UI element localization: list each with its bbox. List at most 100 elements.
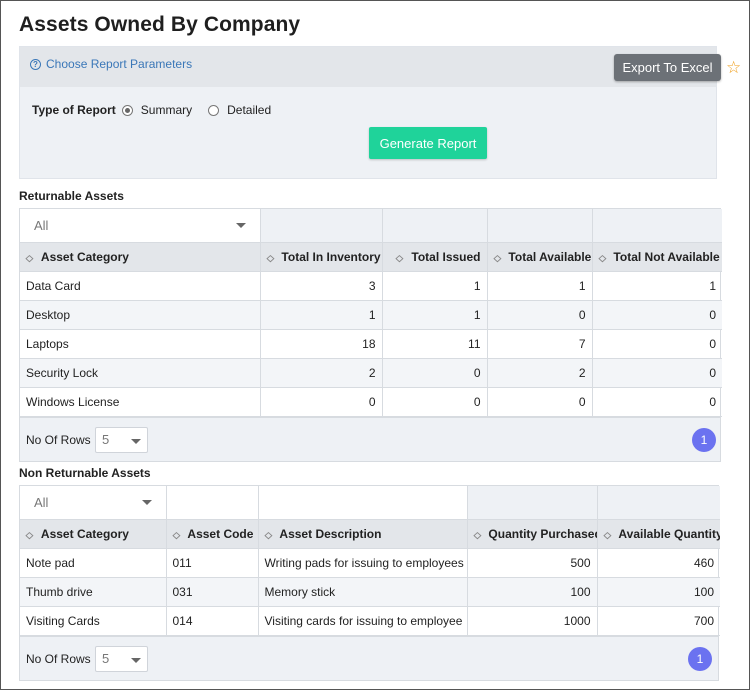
- report-type-label: Type of Report: [32, 103, 116, 117]
- column-header-asset-code[interactable]: ◇ Asset Code: [166, 519, 259, 549]
- cell-total-not-available: 1: [592, 271, 722, 301]
- returnable-assets-grid: All ◇ Asset Category ◇ Total In Inventory …: [19, 208, 722, 462]
- column-header-label: Quantity Purchased: [488, 526, 597, 541]
- cell-asset-category: Visiting Cards: [20, 606, 167, 636]
- column-header-label: Asset Category: [40, 249, 129, 264]
- empty-filter-cell: [467, 486, 598, 520]
- asset-code-filter-input[interactable]: [166, 486, 259, 520]
- cell-total-in-inventory: 0: [260, 387, 383, 417]
- column-header-label: Asset Category: [40, 526, 129, 541]
- cell-total-not-available: 0: [592, 329, 722, 359]
- cell-total-issued: 11: [382, 329, 488, 359]
- sort-icon: ◇: [25, 252, 34, 263]
- table-row[interactable]: Laptops 18 11 7 0: [20, 329, 722, 359]
- category-filter-value: All: [34, 494, 49, 510]
- page-button-1[interactable]: 1: [692, 427, 716, 452]
- cell-total-not-available: 0: [592, 358, 722, 388]
- cell-available-quantity: 460: [597, 548, 720, 578]
- cell-total-in-inventory: 18: [260, 329, 383, 359]
- table-row[interactable]: Data Card 3 1 1 1: [20, 271, 722, 301]
- column-header-asset-description[interactable]: ◇ Asset Description: [258, 519, 468, 549]
- cell-asset-category: Thumb drive: [20, 577, 167, 607]
- report-parameters-panel: ? Choose Report Parameters Export To Exc…: [19, 46, 721, 179]
- filter-row: All: [20, 209, 722, 243]
- returnable-assets-title: Returnable Assets: [19, 189, 124, 203]
- cell-asset-description: Visiting cards for issuing to employee: [258, 606, 468, 636]
- empty-filter-cell: [260, 209, 383, 243]
- asset-description-filter-input[interactable]: [258, 486, 468, 520]
- column-header-asset-category[interactable]: ◇ Asset Category: [20, 519, 167, 549]
- summary-radio-label[interactable]: Summary: [140, 103, 193, 117]
- rows-per-page-value: 5: [102, 651, 110, 666]
- cell-total-in-inventory: 2: [260, 358, 383, 388]
- cell-total-available: 0: [487, 387, 593, 417]
- column-header-label: Asset Code: [187, 526, 254, 541]
- filter-row: All: [20, 486, 720, 520]
- rows-per-page-select[interactable]: 5: [95, 645, 148, 672]
- category-filter-cell: All: [20, 209, 261, 243]
- sort-icon: ◇: [266, 252, 274, 263]
- table-row[interactable]: Desktop 1 1 0 0: [20, 300, 722, 330]
- choose-parameters-link[interactable]: ? Choose Report Parameters: [30, 57, 192, 71]
- chevron-down-icon: [235, 222, 246, 228]
- column-header-quantity-purchased[interactable]: ◇ Quantity Purchased: [467, 519, 598, 549]
- cell-total-issued: 1: [382, 271, 488, 301]
- sort-icon: ◇: [396, 252, 404, 263]
- column-header-available-quantity[interactable]: ◇ Available Quantity: [597, 519, 720, 549]
- sort-icon: ◇: [172, 529, 180, 540]
- category-filter-dropdown[interactable]: All: [26, 209, 254, 241]
- table-row[interactable]: Windows License 0 0 0 0: [20, 387, 722, 417]
- detailed-radio[interactable]: [208, 104, 220, 116]
- cell-asset-category: Note pad: [20, 548, 167, 578]
- cell-quantity-purchased: 100: [467, 577, 598, 607]
- cell-total-issued: 0: [382, 358, 488, 388]
- column-header-label: Total Available: [508, 249, 592, 264]
- column-header-total-issued[interactable]: ◇ Total Issued: [382, 242, 488, 272]
- sort-icon: ◇: [603, 529, 611, 540]
- summary-radio[interactable]: [121, 104, 133, 116]
- category-filter-dropdown[interactable]: All: [26, 486, 160, 518]
- table-row[interactable]: Thumb drive 031 Memory stick 100 100: [20, 577, 720, 607]
- column-header-label: Total In Inventory: [281, 249, 381, 264]
- column-header-asset-category[interactable]: ◇ Asset Category: [20, 242, 261, 272]
- sort-icon: ◇: [264, 529, 272, 540]
- column-header-total-not-available[interactable]: ◇ Total Not Available: [592, 242, 722, 272]
- detailed-radio-label[interactable]: Detailed: [227, 103, 272, 117]
- column-header-label: Asset Description: [279, 526, 382, 541]
- report-type-group: Type of Report Summary Detailed: [32, 103, 287, 117]
- rows-per-page-select[interactable]: 5: [95, 426, 148, 453]
- column-header-total-available[interactable]: ◇ Total Available: [487, 242, 593, 272]
- generate-report-button[interactable]: Generate Report: [369, 127, 487, 159]
- empty-filter-cell: [382, 209, 488, 243]
- pagination-bar: No Of Rows : 5 1: [20, 635, 718, 680]
- cell-total-not-available: 0: [592, 387, 722, 417]
- cell-asset-category: Security Lock: [20, 358, 261, 388]
- page-button-1[interactable]: 1: [688, 646, 712, 671]
- cell-total-issued: 0: [382, 387, 488, 417]
- header-row: ◇ Asset Category ◇ Total In Inventory ◇ Tot…: [20, 242, 722, 272]
- empty-filter-cell: [592, 209, 722, 243]
- table-row[interactable]: Security Lock 2 0 2 0: [20, 358, 722, 388]
- cell-total-available: 0: [487, 300, 593, 330]
- cell-asset-category: Desktop: [20, 300, 261, 330]
- chevron-down-icon: [131, 439, 141, 444]
- table-row[interactable]: Note pad 011 Writing pads for issuing to…: [20, 548, 720, 578]
- cell-quantity-purchased: 500: [467, 548, 598, 578]
- cell-asset-code: 014: [166, 606, 259, 636]
- table-row[interactable]: Visiting Cards 014 Visiting cards for is…: [20, 606, 720, 636]
- column-header-label: Total Issued: [411, 249, 481, 264]
- rows-per-page-value: 5: [102, 432, 110, 447]
- chevron-down-icon: [131, 658, 141, 663]
- column-header-label: Total Not Available: [613, 249, 720, 264]
- pagination-bar: No Of Rows : 5 1: [20, 416, 720, 461]
- category-filter-value: All: [34, 217, 49, 233]
- cell-asset-category: Laptops: [20, 329, 261, 359]
- empty-filter-cell: [597, 486, 720, 520]
- cell-total-not-available: 0: [592, 300, 722, 330]
- export-to-excel-button[interactable]: Export To Excel: [614, 54, 721, 81]
- column-header-total-in-inventory[interactable]: ◇ Total In Inventory: [260, 242, 383, 272]
- cell-quantity-purchased: 1000: [467, 606, 598, 636]
- cell-asset-category: Data Card: [20, 271, 261, 301]
- favorite-star-icon[interactable]: ☆: [726, 58, 742, 77]
